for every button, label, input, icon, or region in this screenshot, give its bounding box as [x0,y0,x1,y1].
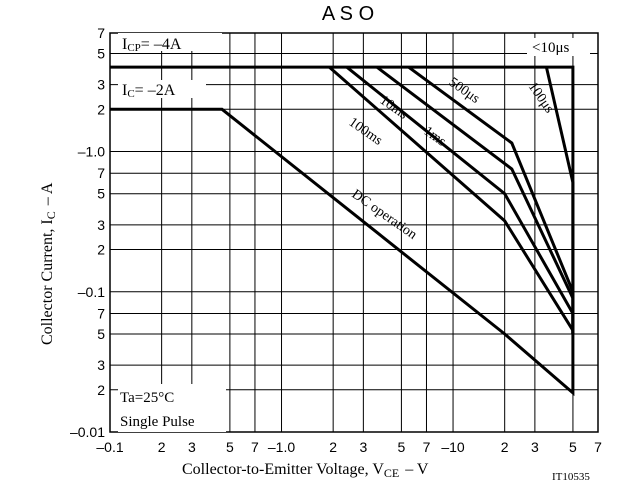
x-tick-label: –0.1 [96,439,123,455]
aso-curves [110,65,575,397]
x-tick-label: 2 [158,439,166,455]
x-tick-label: 7 [594,439,602,455]
x-tick-label: 5 [398,439,406,455]
aso-curve-6 [110,107,575,397]
icp-label-bg [118,33,222,51]
ic-label: IC= –2A [122,82,176,100]
label-10us: <10μs [532,40,570,56]
aso-curve-4 [345,65,575,334]
x-tick-label: 5 [569,439,577,455]
y-tick-label: –0.1 [78,284,105,300]
x-tick-label: 5 [226,439,234,455]
y-tick-label: 5 [97,186,105,202]
y-tick-label: 2 [97,382,105,398]
y-tick-label: 3 [97,217,105,233]
figure-code: IT10535 [552,471,590,483]
y-tick-label: 7 [97,25,105,41]
x-tick-label: 7 [423,439,431,455]
y-tick-label: 7 [97,165,105,181]
x-tick-label: 2 [501,439,509,455]
aso-curve-1 [544,66,575,334]
y-tick-label: 5 [97,326,105,342]
icp-label: ICP= –4A [122,36,182,54]
x-tick-label: 3 [188,439,196,455]
ta-label: Ta=25°C [120,390,174,406]
aso-curve-0 [110,65,575,334]
y-tick-label: 2 [97,101,105,117]
x-axis-label: Collector-to-Emitter Voltage, VCE – V [182,461,429,480]
label-dc-operation: DC operation [349,187,420,243]
conditions-bg [118,384,226,432]
x-tick-label: –1.0 [268,439,295,455]
y-tick-label: –1.0 [78,144,105,160]
label-10us-bg [527,38,590,56]
y-tick-labels: –0.01 2 3 5 7 –0.1 2 3 5 7 –1.0 2 3 5 7 [70,25,105,440]
label-100ms: 100ms [346,115,385,149]
y-tick-label: 5 [97,45,105,61]
x-tick-label: 3 [531,439,539,455]
y-tick-label: 3 [97,77,105,93]
x-tick-labels: –0.1 2 3 5 7 –1.0 2 3 5 7 –10 2 3 5 7 [96,439,602,455]
plot-frame [109,32,599,433]
y-tick-label: 3 [97,357,105,373]
label-500us: 500μs [446,75,482,107]
x-tick-label: 3 [359,439,367,455]
label-10ms: 10ms [377,93,410,123]
y-tick-label: 7 [97,305,105,321]
x-tick-label: –10 [441,439,465,455]
y-axis-label: Collector Current, IC– A [39,182,58,345]
chart-title: A S O [322,3,374,25]
x-tick-label: 2 [329,439,337,455]
aso-curve-5 [328,65,575,334]
ic-label-bg [118,80,206,98]
single-pulse-label: Single Pulse [120,414,195,430]
y-tick-label: 2 [97,242,105,258]
x-tick-label: 7 [251,439,259,455]
y-tick-label: –0.01 [70,424,105,440]
